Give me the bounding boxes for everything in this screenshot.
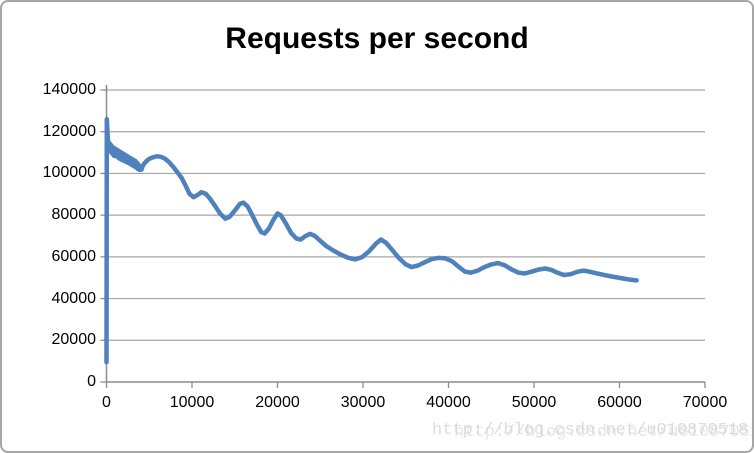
y-axis-tick-label: 40000 <box>51 289 97 307</box>
y-axis-tick-label: 100000 <box>42 164 96 182</box>
series-line <box>104 116 639 365</box>
x-axis-tick-label: 50000 <box>511 394 557 411</box>
chart-title: Requests per second <box>225 22 529 55</box>
y-axis-tick-label: 80000 <box>51 206 97 224</box>
x-axis-tick-label: 70000 <box>682 394 728 411</box>
x-axis-tick-label: 10000 <box>169 394 215 411</box>
y-axis-tick-label: 60000 <box>51 247 97 265</box>
y-axis-tick-label: 120000 <box>42 122 96 140</box>
x-axis-tick-label: 30000 <box>340 394 386 411</box>
x-axis-tick-label: 20000 <box>255 394 300 411</box>
y-axis-tick-label: 140000 <box>42 81 96 98</box>
x-axis-tick-label: 0 <box>102 394 111 411</box>
y-axis-tick-label: 20000 <box>51 331 97 349</box>
x-axis-tick-label: 40000 <box>426 394 471 411</box>
y-axis-tick-label: 0 <box>87 373 96 390</box>
x-axis-tick-label: 60000 <box>597 394 642 411</box>
